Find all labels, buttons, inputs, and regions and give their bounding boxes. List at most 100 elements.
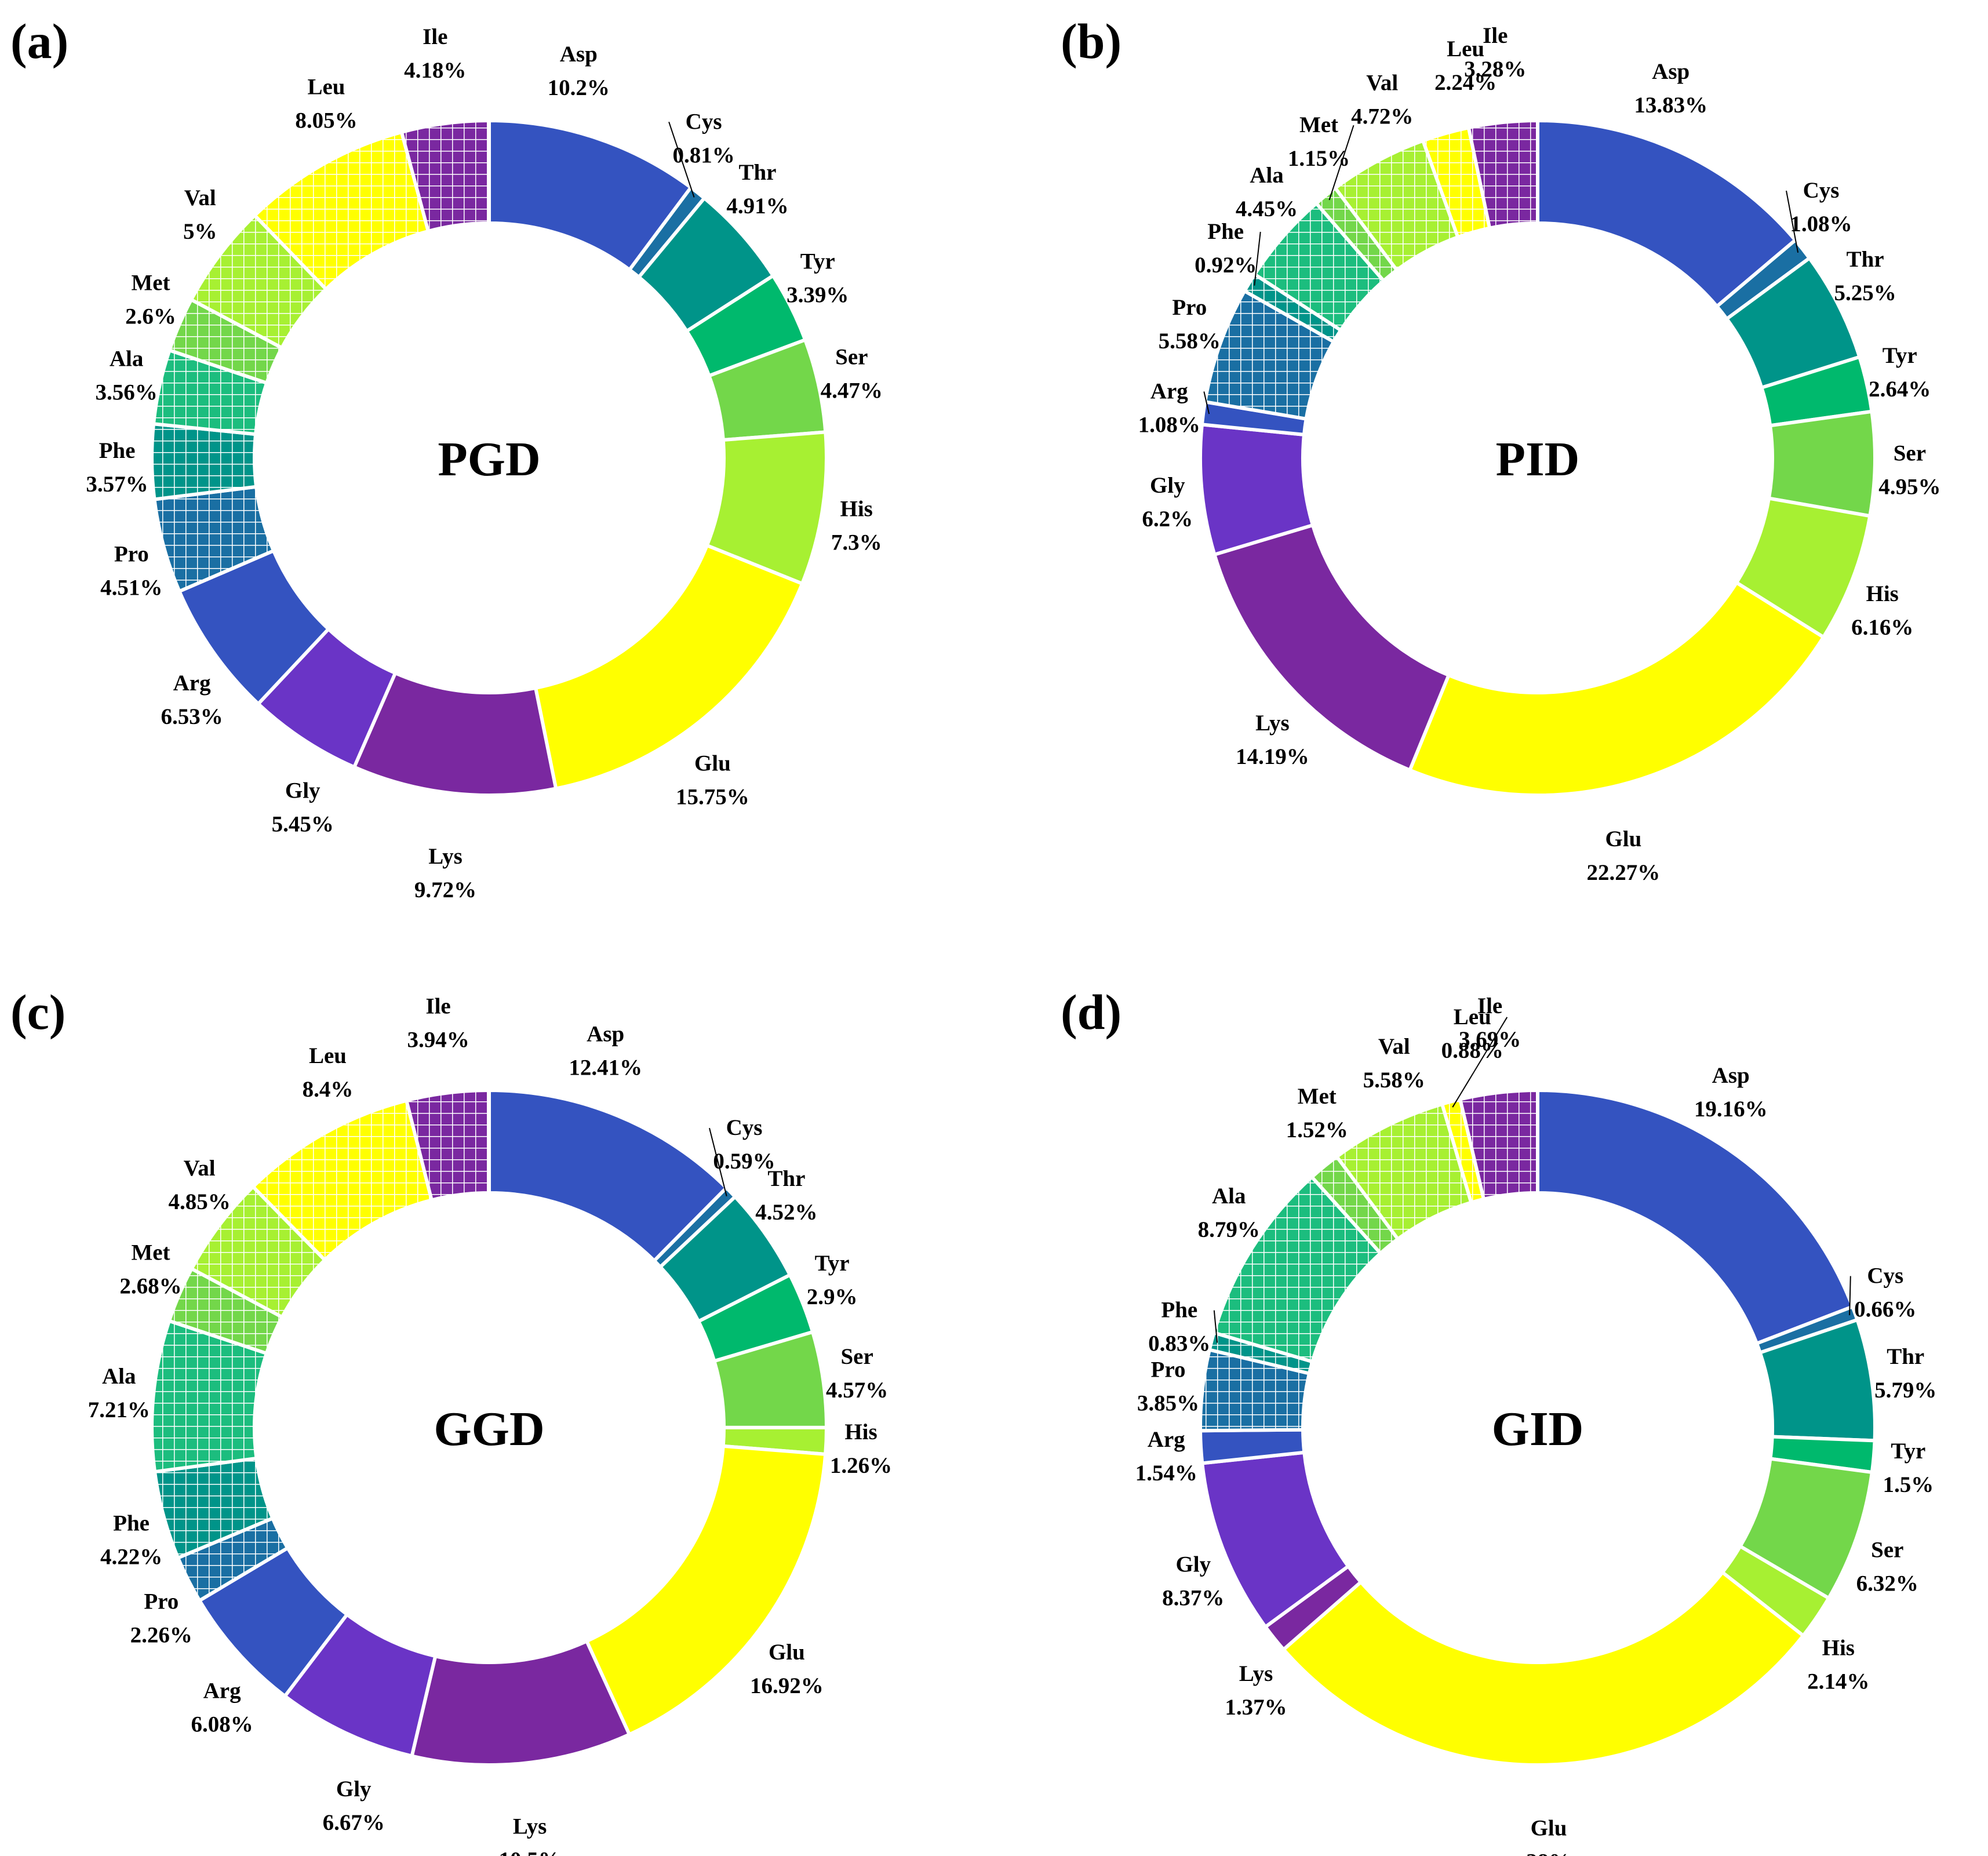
slice-name-label: Arg <box>1150 379 1188 404</box>
slice-val-hatch <box>1335 140 1458 270</box>
slice-value-label: 5.79% <box>1874 1378 1936 1403</box>
slice-name-label: His <box>1822 1635 1855 1660</box>
slice-ile-hatch <box>401 121 489 231</box>
slice-phe-hatch <box>1244 274 1341 342</box>
label-cys: Cys 1.08% <box>1786 178 1852 253</box>
label-asp: Asp 19.16% <box>1694 1063 1768 1122</box>
slice-value-label: 10.2% <box>548 75 610 100</box>
panel-c-center-label: GGD <box>434 1402 544 1456</box>
slice-value-label: 6.53% <box>161 704 223 729</box>
label-phe: Phe 0.92% <box>1195 219 1261 286</box>
label-met: Met 2.68% <box>119 1240 181 1299</box>
slice-value-label: 2.9% <box>807 1284 858 1309</box>
label-his: His 7.3% <box>831 496 882 555</box>
slice-name-label: Ile <box>1483 23 1508 48</box>
slice-name-label: Glu <box>1531 1816 1567 1841</box>
slice-met-hatch <box>169 300 282 383</box>
slice-value-label: 4.95% <box>1878 474 1940 499</box>
slice-value-label: 1.37% <box>1225 1695 1287 1720</box>
slice-name-label: Arg <box>203 1678 241 1703</box>
panel-a-slices <box>150 119 828 797</box>
slice-name-label: Gly <box>285 778 321 803</box>
label-ser: Ser 4.57% <box>826 1344 888 1403</box>
slice-name-label: Met <box>131 1240 170 1265</box>
slice-name-label: Ile <box>423 24 447 49</box>
label-val: Val 5.58% <box>1363 1034 1425 1093</box>
slice-leu-hatch <box>254 132 428 289</box>
slice-value-label: 0.83% <box>1148 1331 1210 1356</box>
label-cys: Cys 0.81% <box>668 109 735 198</box>
slice-name-label: Cys <box>726 1115 763 1140</box>
slice-value-label: 4.51% <box>100 575 162 600</box>
label-glu: Glu 15.75% <box>676 751 749 809</box>
slice-name-label: Lys <box>513 1814 547 1839</box>
slice-value-label: 6.2% <box>1142 507 1193 532</box>
label-ser: Ser 6.32% <box>1856 1538 1918 1596</box>
slice-value-label: 4.85% <box>168 1189 230 1214</box>
label-asp: Asp 10.2% <box>548 42 610 100</box>
slice-name-label: Lys <box>1239 1661 1273 1686</box>
slice-value-label: 4.45% <box>1236 196 1298 221</box>
slice-ala-hatch <box>1214 1177 1381 1362</box>
slice-name-label: Phe <box>1161 1298 1197 1323</box>
slice-name-label: Pro <box>1172 295 1207 320</box>
label-lys: Lys 1.37% <box>1225 1661 1287 1720</box>
label-glu: Glu 28% <box>1526 1816 1571 1856</box>
slice-name-label: Pro <box>114 541 149 566</box>
label-pro: Pro 4.51% <box>100 541 162 600</box>
panel-b-letter: (b) <box>1061 13 1122 69</box>
label-tyr: Tyr 2.64% <box>1869 343 1931 402</box>
slice-value-label: 13.83% <box>1634 93 1707 118</box>
slice-value-label: 8.05% <box>295 108 357 133</box>
slice-name-label: Ser <box>835 345 868 370</box>
slice-value-label: 2.14% <box>1807 1669 1869 1694</box>
slice-lys <box>1213 523 1451 772</box>
slice-value-label: 5.58% <box>1159 329 1221 354</box>
label-ile: Ile 3.28% <box>1464 23 1526 82</box>
panel-a: (a) PGD Asp 10.2% Cys 0.81%Thr 4.91% Tyr 3.39%… <box>10 13 883 902</box>
label-ala: Ala 8.79% <box>1198 1184 1260 1242</box>
panel-d-center-label: GID <box>1492 1402 1584 1456</box>
slice-value-label: 12.41% <box>569 1056 642 1080</box>
slice-value-label: 4.18% <box>404 58 466 83</box>
slice-asp <box>1536 119 1797 308</box>
slice-name-label: Cys <box>1803 178 1840 203</box>
label-thr: Thr 4.52% <box>755 1166 817 1225</box>
slice-value-label: 4.47% <box>821 379 883 403</box>
slice-val-hatch <box>1337 1104 1472 1239</box>
slice-name-label: Cys <box>686 109 722 134</box>
slice-name-label: Cys <box>1867 1264 1903 1289</box>
slice-name-label: Met <box>131 271 170 296</box>
label-cys: Cys 0.66% <box>1849 1264 1916 1322</box>
label-glu: Glu 22.27% <box>1587 827 1661 885</box>
label-glu: Glu 16.92% <box>750 1640 824 1698</box>
panel-c-slices <box>150 1089 829 1767</box>
slice-name-label: Asp <box>560 42 598 67</box>
label-met: Met 2.6% <box>125 271 176 329</box>
leader-line <box>1203 391 1210 414</box>
panel-a-labels: Asp 10.2% Cys 0.81%Thr 4.91% Tyr 3.39% Ser 4.47%… <box>86 24 883 902</box>
panel-c: (c) GGD Asp 12.41% Cys 0.59%Thr 4.52% Tyr 2.9%… <box>10 984 892 1856</box>
label-cys: Cys 0.59% <box>709 1115 775 1197</box>
panel-b-labels: Asp 13.83% Cys 1.08% Thr 5.25% Tyr 2.64% Ser 4.95… <box>1138 23 1941 885</box>
slice-name-label: Ile <box>1477 993 1502 1018</box>
slice-name-label: Gly <box>336 1777 372 1802</box>
slice-value-label: 3.56% <box>95 380 157 405</box>
slice-value-label: 0.81% <box>672 143 734 168</box>
slice-name-label: Ala <box>1212 1184 1246 1209</box>
slice-value-label: 7.21% <box>88 1398 150 1422</box>
panel-d-letter: (d) <box>1061 984 1122 1040</box>
label-val: Val 4.72% <box>1351 71 1413 129</box>
label-pro: Pro 2.26% <box>130 1589 192 1648</box>
panel-b-slices <box>1199 119 1877 797</box>
slice-name-label: Gly <box>1150 473 1185 498</box>
slice-name-label: Val <box>1378 1034 1410 1059</box>
label-his: His 2.14% <box>1807 1635 1869 1694</box>
slice-value-label: 22.27% <box>1587 860 1661 885</box>
label-leu: Leu 0.88% <box>1441 1005 1508 1108</box>
label-phe: Phe 0.83% <box>1148 1298 1218 1356</box>
slice-value-label: 1.08% <box>1790 212 1852 236</box>
label-ala: Ala 7.21% <box>88 1364 150 1422</box>
slice-name-label: Gly <box>1175 1552 1211 1577</box>
slice-name-label: Leu <box>1454 1005 1491 1029</box>
